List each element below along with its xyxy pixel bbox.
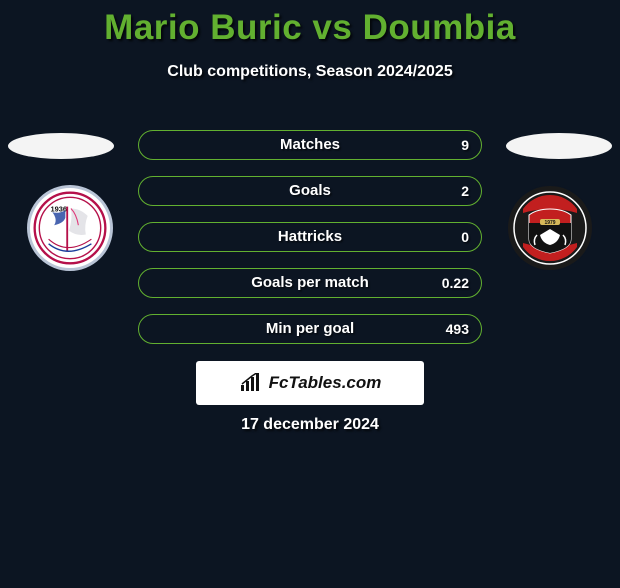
stat-row-mpg: Min per goal 493 bbox=[138, 314, 482, 344]
date-text: 17 december 2024 bbox=[0, 416, 620, 434]
player-photo-left bbox=[8, 133, 114, 159]
stat-row-goals: Goals 2 bbox=[138, 176, 482, 206]
stat-label: Min per goal bbox=[139, 315, 481, 343]
watermark: FcTables.com bbox=[196, 361, 424, 405]
stat-row-matches: Matches 9 bbox=[138, 130, 482, 160]
watermark-text: FcTables.com bbox=[269, 373, 382, 393]
stat-right-value: 0.22 bbox=[442, 269, 469, 297]
stat-right-value: 493 bbox=[446, 315, 469, 343]
club-badge-left: 1936 bbox=[27, 185, 113, 271]
player-photo-right bbox=[506, 133, 612, 159]
barchart-icon bbox=[239, 373, 263, 393]
stat-label: Matches bbox=[139, 131, 481, 159]
stat-right-value: 0 bbox=[461, 223, 469, 251]
stat-row-gpm: Goals per match 0.22 bbox=[138, 268, 482, 298]
subtitle: Club competitions, Season 2024/2025 bbox=[0, 63, 620, 81]
stat-label: Goals bbox=[139, 177, 481, 205]
stat-right-value: 2 bbox=[461, 177, 469, 205]
club-badge-right: 1979 bbox=[507, 185, 593, 271]
page-title: Mario Buric vs Doumbia bbox=[0, 8, 620, 48]
stats-container: Matches 9 Goals 2 Hattricks 0 Goals per … bbox=[138, 130, 482, 360]
stat-label: Hattricks bbox=[139, 223, 481, 251]
svg-text:1979: 1979 bbox=[544, 220, 555, 226]
stat-label: Goals per match bbox=[139, 269, 481, 297]
stat-row-hattricks: Hattricks 0 bbox=[138, 222, 482, 252]
stat-right-value: 9 bbox=[461, 131, 469, 159]
